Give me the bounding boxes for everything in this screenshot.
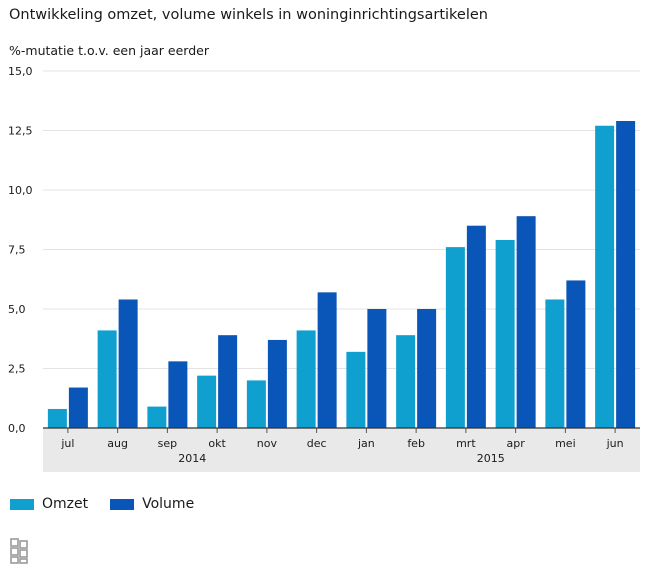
bar-volume-jun [616,120,636,428]
bar-volume-jan [367,309,387,428]
bar-omzet-aug [97,330,117,428]
bar-omzet-jan [346,351,366,428]
x-group-label: 2014 [178,452,206,465]
y-tick-label: 5,0 [8,303,26,316]
y-axis-label: %-mutatie t.o.v. een jaar eerder [9,43,209,58]
y-tick-label: 7,5 [8,244,26,257]
x-tick-label: dec [307,437,327,450]
bar-omzet-mrt [445,247,465,428]
bar-omzet-jun [595,125,615,429]
bar-volume-mrt [466,225,486,428]
bar-chart: 0,0 2,5 5,0 7,5 10,0 12,5 15,0 jul aug sep okt nov d… [8,65,640,472]
legend-label-omzet: Omzet [42,496,89,512]
bar-volume-sep [168,361,188,428]
bar-volume-jul [68,387,88,428]
bar-omzet-okt [197,375,217,428]
bar-omzet-jul [47,408,67,428]
bar-omzet-nov [246,380,266,428]
x-tick-label: mrt [456,437,476,450]
x-tick-label: jan [357,437,375,450]
bar-volume-dec [317,292,337,428]
y-tick-label: 10,0 [8,184,33,197]
bar-volume-aug [118,299,138,428]
x-tick-label: sep [158,437,177,450]
x-tick-label: okt [208,437,226,450]
bar-omzet-mei [545,299,565,428]
chart-title: Ontwikkeling omzet, volume winkels in wo… [9,7,488,23]
x-tick-label: nov [257,437,278,450]
x-axis-band [43,428,640,472]
bar-volume-okt [218,335,238,428]
x-tick-label: feb [407,437,425,450]
bar-omzet-sep [147,406,167,428]
y-tick-label: 0,0 [8,422,26,435]
legend-item-omzet[interactable]: Omzet [10,496,88,512]
cbs-logo-icon [10,538,28,564]
bar-volume-apr [516,216,536,428]
legend-label-volume: Volume [142,496,195,512]
legend: Omzet Volume [10,496,216,512]
bar-volume-nov [267,339,287,428]
legend-item-volume[interactable]: Volume [110,496,194,512]
x-tick-label: apr [507,437,526,450]
x-tick-label: mei [555,437,576,450]
bar-volume-mei [566,280,586,428]
x-tick-label: jul [60,437,74,450]
bar-omzet-feb [396,335,416,428]
legend-swatch-volume [110,498,135,510]
y-tick-label: 2,5 [8,363,26,376]
x-group-label: 2015 [477,452,505,465]
y-tick-label: 12,5 [8,125,33,138]
bar-volume-feb [417,309,437,428]
bar-omzet-dec [296,330,316,428]
x-tick-label: aug [107,437,128,450]
x-tick-label: jun [606,437,624,450]
bar-omzet-apr [495,239,515,428]
legend-swatch-omzet [10,498,34,510]
y-tick-label: 15,0 [8,65,33,78]
